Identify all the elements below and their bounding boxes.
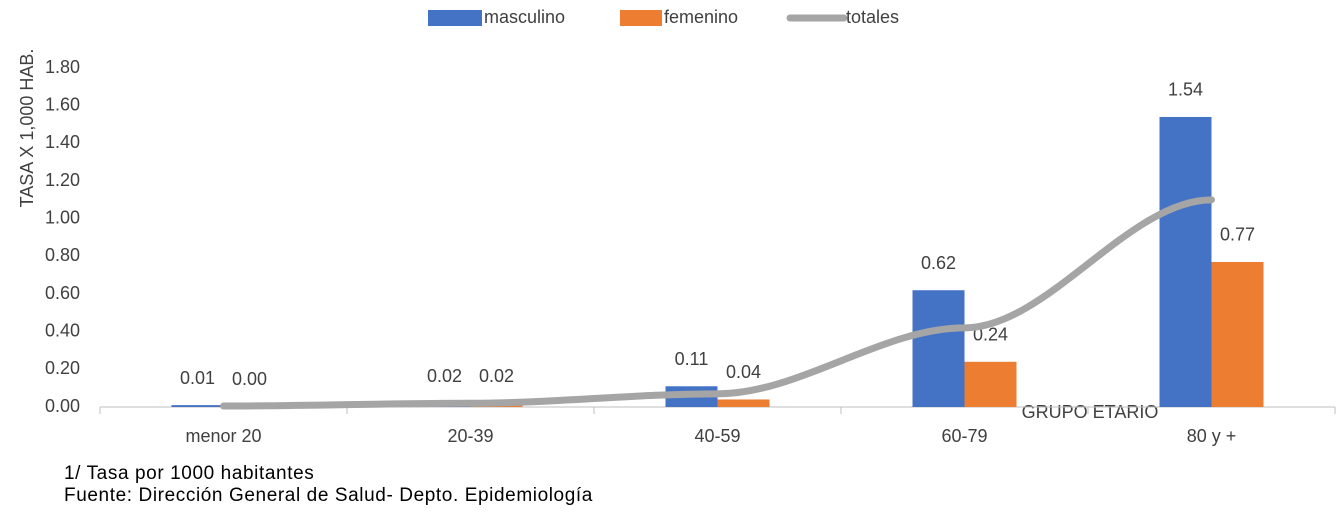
- data-label: 0.11: [675, 349, 709, 369]
- data-label: 0.02: [427, 366, 462, 386]
- y-tick-label: 0.80: [45, 245, 80, 265]
- x-tick-label: 80 y +: [1187, 426, 1237, 446]
- data-label: 0.01: [180, 368, 215, 388]
- y-axis-title: TASA X 1,000 HAB.: [17, 49, 37, 208]
- bar: [912, 290, 965, 407]
- y-tick-label: 1.20: [45, 170, 80, 190]
- y-tick-label: 1.40: [45, 132, 80, 152]
- legend-label: femenino: [664, 7, 738, 27]
- y-tick-label: 1.80: [45, 57, 80, 77]
- legend-label: totales: [846, 7, 899, 27]
- y-tick-label: 1.60: [45, 94, 80, 114]
- y-tick-label: 0.00: [45, 396, 80, 416]
- source-note: Fuente: Dirección General de Salud- Dept…: [64, 485, 593, 506]
- x-tick-label: 60-79: [941, 426, 987, 446]
- line: [220, 196, 1215, 410]
- data-label: 0.04: [726, 362, 761, 382]
- legend-swatch: [620, 10, 662, 26]
- bar: [171, 405, 224, 407]
- x-tick-label: 20-39: [447, 426, 493, 446]
- y-tick-label: 0.20: [45, 358, 80, 378]
- data-label: 0.62: [921, 253, 956, 273]
- bar: [1211, 261, 1264, 407]
- data-label: 1.54: [1168, 80, 1203, 100]
- bar: [1159, 116, 1212, 407]
- y-tick-label: 0.40: [45, 320, 80, 340]
- x-tick-label: menor 20: [185, 426, 261, 446]
- x-axis-title: GRUPO ETARIO: [1022, 402, 1159, 422]
- y-tick-label: 0.60: [45, 283, 80, 303]
- bar: [717, 399, 770, 407]
- y-tick-label: 1.00: [45, 207, 80, 227]
- data-label: 0.02: [479, 366, 514, 386]
- x-tick-label: 40-59: [694, 426, 740, 446]
- footnote: 1/ Tasa por 1000 habitantes: [64, 463, 314, 484]
- bar: [964, 361, 1017, 407]
- legend-label: masculino: [484, 7, 565, 27]
- data-label: 0.00: [232, 369, 267, 389]
- legend-swatch: [428, 10, 482, 26]
- data-label: 0.77: [1220, 225, 1255, 245]
